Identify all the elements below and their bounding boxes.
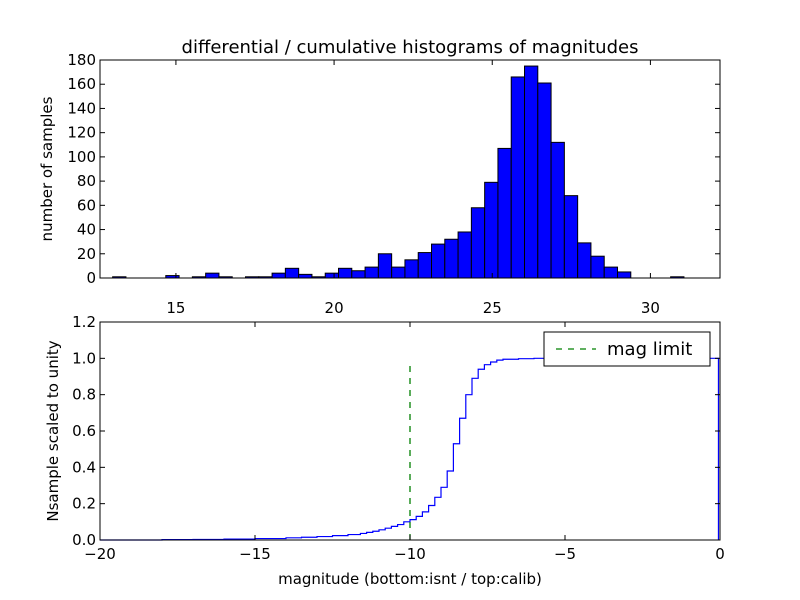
cumulative-step-line — [100, 357, 720, 541]
y-tick-label: 20 — [77, 245, 96, 263]
histogram-bar — [537, 82, 552, 279]
y-tick-label: 40 — [77, 221, 96, 239]
legend: mag limit — [543, 331, 711, 367]
histogram-bar — [524, 65, 539, 279]
y-axis-label: Nsample scaled to unity — [44, 340, 62, 521]
y-tick-label: 160 — [67, 75, 96, 93]
chart-title: differential / cumulative histograms of … — [182, 37, 639, 58]
histogram-bar — [590, 255, 605, 279]
y-tick-label: 1.0 — [72, 349, 96, 367]
histogram-bar — [377, 253, 393, 279]
histogram-bar — [404, 259, 419, 279]
histogram-bar — [391, 266, 406, 279]
histogram-bar — [550, 141, 565, 279]
histogram-bar — [484, 181, 499, 279]
x-tick-label: −10 — [394, 545, 426, 563]
histogram-bar — [470, 207, 486, 279]
histogram-bar — [617, 271, 632, 279]
x-tick-label: 0 — [715, 545, 725, 563]
x-tick-label: 30 — [641, 299, 660, 317]
y-tick-label: 100 — [67, 148, 96, 166]
y-tick-label: 120 — [67, 124, 96, 142]
cumulative-ticks: −20 −15 −10 −5 0 0.0 0.2 0.4 0.6 0.8 1.0 1.2 — [72, 313, 725, 563]
histogram-plot-frame — [99, 59, 721, 279]
histogram-bar — [351, 270, 366, 279]
x-tick-label: −15 — [239, 545, 271, 563]
histogram-bar — [563, 195, 579, 279]
x-tick-label: −5 — [554, 545, 576, 563]
x-axis-label: magnitude (bottom:isnt / top:calib) — [278, 570, 542, 588]
y-axis-label: number of samples — [38, 96, 56, 241]
histogram-bar — [431, 243, 446, 279]
histogram-bar — [497, 147, 512, 279]
y-tick-label: 1.2 — [72, 313, 96, 331]
x-tick-label: −20 — [84, 545, 116, 563]
y-tick-label: 0.4 — [72, 458, 96, 476]
cumulative-lines — [100, 357, 720, 541]
histogram-bar — [271, 272, 286, 279]
y-tick-label: 60 — [77, 196, 96, 214]
histogram-panel: differential / cumulative histograms of … — [38, 37, 721, 317]
histogram-ticks: 15 20 25 30 0 20 40 60 80 100 120 140 160 180 — [67, 51, 720, 317]
histogram-bar — [205, 272, 220, 279]
y-tick-label: 0.8 — [72, 386, 96, 404]
histogram-bar — [338, 267, 353, 279]
x-tick-label: 25 — [483, 299, 502, 317]
histogram-bar — [510, 76, 526, 279]
y-tick-label: 0.6 — [72, 422, 96, 440]
cumulative-plot-frame — [99, 321, 721, 541]
histogram-bar — [417, 252, 433, 279]
histogram-bars — [112, 65, 685, 279]
histogram-bar — [444, 238, 459, 279]
x-tick-label: 20 — [325, 299, 344, 317]
legend-label-mag-limit: mag limit — [607, 339, 692, 360]
y-tick-label: 180 — [67, 51, 96, 69]
cumulative-panel: Nsample scaled to unity magnitude (botto… — [44, 313, 725, 588]
histogram-bar — [603, 266, 619, 279]
histogram-bar — [284, 267, 300, 279]
histogram-bar — [577, 242, 592, 279]
y-tick-label: 140 — [67, 99, 96, 117]
y-tick-label: 0.2 — [72, 495, 96, 513]
histogram-bar — [364, 266, 379, 279]
histogram-bar — [298, 273, 313, 279]
y-tick-label: 0.0 — [72, 531, 96, 549]
y-tick-label: 80 — [77, 172, 96, 190]
y-tick-label: 0 — [86, 269, 96, 287]
histogram-bar — [457, 231, 472, 279]
histogram-bar — [324, 272, 340, 279]
x-tick-label: 15 — [166, 299, 185, 317]
